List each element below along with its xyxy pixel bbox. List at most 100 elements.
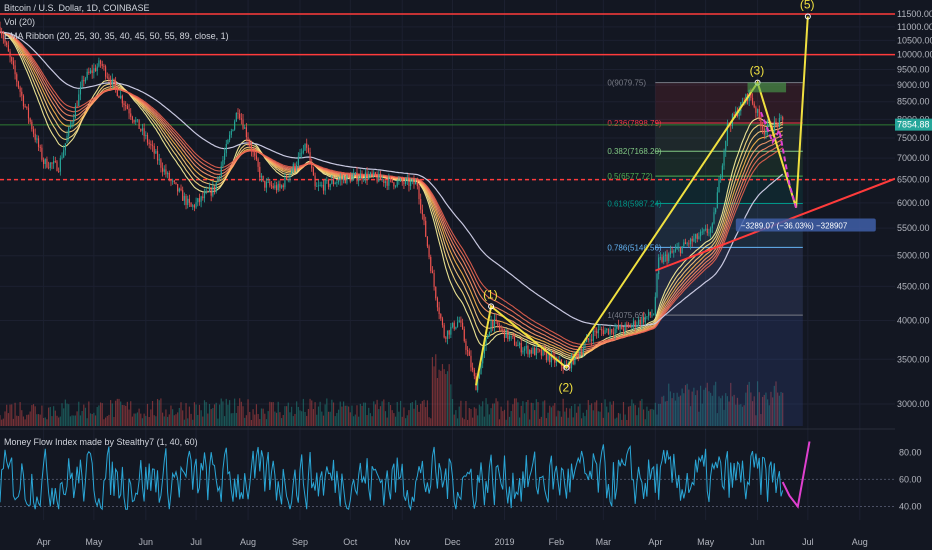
- volume-bar: [371, 416, 373, 426]
- volume-bar: [363, 402, 365, 426]
- candle-body: [584, 342, 586, 348]
- volume-bar: [733, 394, 735, 426]
- volume-bar: [574, 403, 576, 426]
- volume-bar: [101, 403, 103, 426]
- volume-bar: [560, 416, 563, 426]
- candle-body: [163, 169, 165, 172]
- candle-body: [0, 26, 1, 33]
- volume-bar: [634, 405, 636, 426]
- candle-body: [172, 180, 174, 182]
- volume-bar: [399, 400, 402, 426]
- candle-body: [237, 112, 239, 114]
- candle-body: [61, 157, 63, 159]
- volume-bar: [213, 404, 216, 426]
- candle-body: [671, 251, 673, 253]
- candle-body: [136, 119, 139, 121]
- candle-body: [621, 325, 623, 330]
- volume-bar: [410, 403, 412, 426]
- volume-bar: [537, 402, 539, 426]
- volume-bar: [327, 411, 330, 426]
- candle-body: [460, 320, 462, 323]
- volume-legend[interactable]: Vol (20): [4, 17, 36, 27]
- volume-bar: [586, 409, 588, 426]
- volume-bar: [131, 416, 133, 426]
- volume-bar: [197, 414, 199, 426]
- candle-body: [592, 330, 594, 341]
- volume-bar: [254, 414, 256, 426]
- volume-bar: [234, 398, 236, 426]
- ema-ribbon-legend[interactable]: EMA Ribbon (20, 25, 30, 35, 40, 45, 50, …: [4, 31, 229, 41]
- volume-bar: [16, 415, 18, 426]
- volume-bar: [398, 411, 400, 426]
- volume-bar: [753, 396, 755, 426]
- volume-bar: [207, 413, 209, 426]
- candle-body: [48, 167, 50, 169]
- candle-body: [507, 329, 509, 340]
- volume-bar: [604, 399, 606, 426]
- candle-body: [277, 183, 279, 191]
- volume-bar: [671, 398, 673, 426]
- candle-body: [756, 109, 759, 113]
- volume-bar: [475, 408, 477, 426]
- candle-body: [601, 328, 603, 331]
- volume-bar: [681, 388, 683, 426]
- candle-body: [423, 214, 425, 221]
- volume-bar: [579, 403, 581, 426]
- volume-bar: [777, 392, 779, 426]
- volume-bar: [550, 407, 553, 426]
- candle-body: [260, 175, 263, 178]
- volume-bar: [227, 404, 229, 426]
- mfi-legend[interactable]: Money Flow Index made by Stealthy7 (1, 4…: [4, 437, 198, 447]
- volume-bar: [83, 404, 85, 426]
- volume-bar: [369, 413, 371, 426]
- volume-bar: [547, 412, 549, 426]
- time-tick-label: 2019: [494, 537, 514, 547]
- candle-body: [775, 121, 777, 123]
- volume-bar: [170, 405, 172, 426]
- volume-bar: [64, 399, 66, 426]
- volume-bar: [465, 401, 467, 426]
- candle-body: [609, 329, 611, 335]
- volume-bar: [148, 416, 150, 426]
- candle-body: [458, 320, 460, 323]
- volume-bar: [123, 405, 125, 426]
- candle-body: [773, 121, 775, 132]
- candle-body: [604, 330, 606, 335]
- candle-body: [120, 95, 122, 99]
- candle-body: [751, 97, 754, 104]
- volume-bar: [674, 400, 677, 426]
- volume-bar: [7, 413, 9, 426]
- volume-bar: [51, 416, 53, 426]
- chart-title[interactable]: Bitcoin / U.S. Dollar, 1D, COINBASE: [4, 3, 150, 13]
- candle-body: [296, 165, 298, 169]
- candle-body: [366, 172, 368, 180]
- volume-bar: [237, 405, 239, 426]
- candle-body: [351, 176, 353, 182]
- candle-body: [421, 209, 423, 215]
- candle-body: [679, 247, 682, 254]
- time-tick-label: Oct: [343, 537, 358, 547]
- wave-point: [804, 13, 811, 20]
- candle-body: [73, 118, 75, 123]
- volume-bar: [94, 415, 97, 426]
- candle-body: [627, 324, 630, 326]
- volume-bar: [624, 414, 626, 426]
- volume-bar: [691, 391, 693, 426]
- candle-body: [173, 180, 175, 183]
- candle-body: [257, 159, 259, 167]
- volume-bars: [0, 354, 784, 426]
- volume-bar: [175, 414, 177, 426]
- candle-body: [586, 338, 588, 343]
- candle-body: [167, 172, 169, 175]
- candle-body: [388, 177, 390, 186]
- volume-bar: [703, 389, 705, 426]
- volume-bar: [36, 414, 38, 426]
- candle-body: [250, 145, 252, 152]
- candle-body: [616, 325, 618, 329]
- volume-bar: [555, 416, 558, 426]
- candle-body: [279, 183, 281, 188]
- candle-body: [674, 249, 677, 252]
- volume-bar: [167, 416, 169, 426]
- candle-body: [160, 159, 162, 168]
